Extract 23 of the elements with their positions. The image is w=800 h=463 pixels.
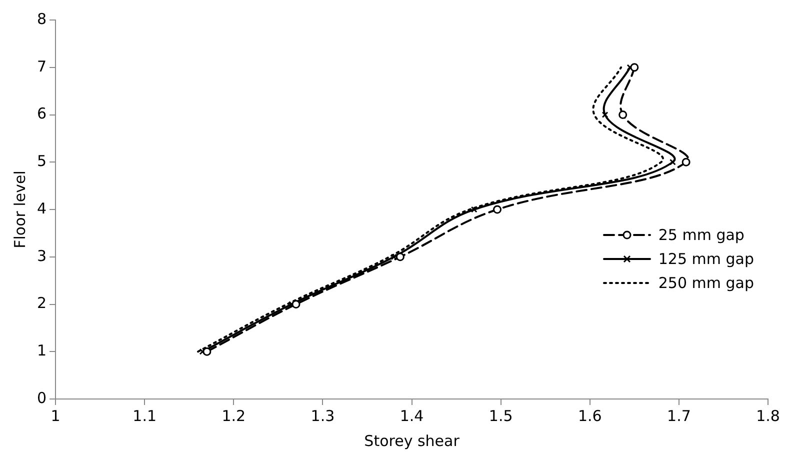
y-tick-label: 6 [36,104,47,123]
legend-label: 125 mm gap [658,250,754,268]
legend-label: 25 mm gap [658,226,744,244]
x-tick-label: 1.1 [132,406,157,425]
x-axis-title: Storey shear [364,432,460,450]
legend-label: 250 mm gap [658,274,754,292]
y-axis-title: Floor level [10,170,29,248]
x-tick-label: 1.8 [756,406,780,425]
y-tick-label: 4 [36,199,47,218]
y-tick-label: 7 [36,57,47,76]
x-tick-label: 1 [50,406,60,425]
y-tick-label: 1 [36,342,47,360]
y-tick-label: 3 [36,246,47,265]
x-tick-label: 1.6 [578,406,602,425]
x-tick-label: 1.3 [310,406,335,425]
y-tick-label: 2 [36,294,47,312]
x-tick-label: 1.7 [667,406,691,425]
x-tick-label: 1.5 [488,406,513,425]
x-tick-label: 1.2 [222,406,246,425]
x-tick-label: 1.4 [400,406,424,425]
y-tick-label: 0 [36,388,47,407]
y-tick-label: 5 [36,152,47,170]
y-tick-label: 8 [36,10,47,28]
